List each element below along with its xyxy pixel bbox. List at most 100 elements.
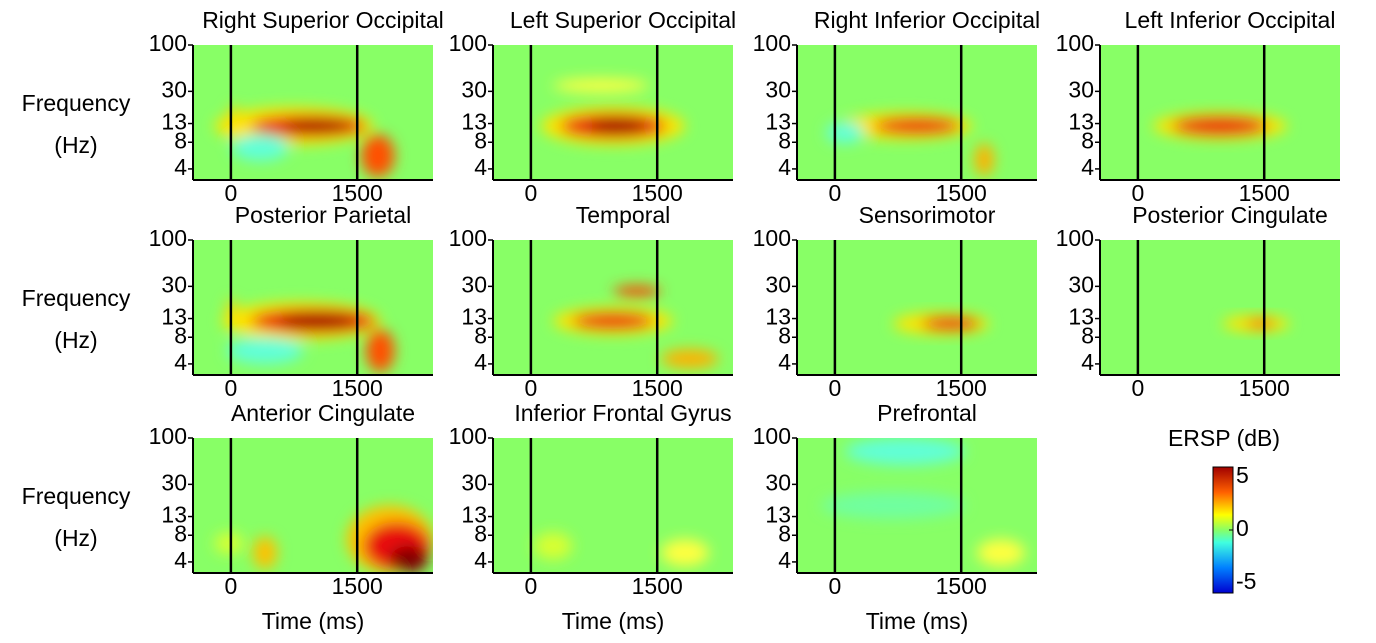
heatmap-blobs xyxy=(214,505,433,573)
x-axis-label: Time (ms) xyxy=(866,608,969,634)
power-blob xyxy=(589,117,647,135)
power-blob xyxy=(613,285,661,297)
x-tick-label: 0 xyxy=(224,573,237,599)
y-tick-label: 30 xyxy=(161,271,187,297)
y-tick-label: 100 xyxy=(753,423,791,449)
x-tick-label: 0 xyxy=(524,375,537,401)
y-tick-label: 4 xyxy=(1081,349,1094,375)
y-tick-label: 4 xyxy=(474,154,487,180)
heatmap xyxy=(1100,45,1340,180)
y-tick-label: 13 xyxy=(765,304,791,330)
power-blob xyxy=(389,546,429,573)
heatmap xyxy=(193,438,433,573)
y-tick-label: 4 xyxy=(174,349,187,375)
y-tick-label: 4 xyxy=(474,547,487,573)
x-tick-label: 1500 xyxy=(1239,375,1290,401)
power-blob xyxy=(226,337,304,365)
heatmap-bg xyxy=(797,240,1037,375)
x-tick-label: 0 xyxy=(524,180,537,206)
heatmap xyxy=(493,438,733,573)
power-blob xyxy=(825,121,865,144)
heatmap-blobs xyxy=(1222,315,1290,332)
y-tick-label: 8 xyxy=(174,322,187,348)
x-tick-label: 1500 xyxy=(632,375,683,401)
y-tick-label: 13 xyxy=(161,109,187,135)
heatmap-blobs xyxy=(533,532,709,567)
heatmap-blobs xyxy=(541,78,685,145)
y-tick-label: 30 xyxy=(765,271,791,297)
y-tick-label: 100 xyxy=(449,30,487,56)
y-axis-label: (Hz) xyxy=(54,132,97,158)
colorbar-tick-label: 5 xyxy=(1236,462,1249,488)
power-blob xyxy=(1172,116,1268,136)
heatmap-blobs xyxy=(893,312,989,335)
heatmap xyxy=(493,240,733,375)
y-axis-label: (Hz) xyxy=(54,327,97,353)
power-blob xyxy=(1246,319,1276,328)
heatmap-bg xyxy=(1100,240,1340,375)
colorbar-label: ERSP (dB) xyxy=(1168,425,1280,451)
heatmap xyxy=(193,240,433,375)
power-blob xyxy=(661,539,709,567)
y-tick-label: 8 xyxy=(1081,127,1094,153)
y-tick-label: 30 xyxy=(1068,271,1094,297)
power-blob xyxy=(974,143,994,176)
x-tick-label: 1500 xyxy=(936,573,987,599)
x-tick-label: 1500 xyxy=(1239,180,1290,206)
y-tick-label: 30 xyxy=(461,76,487,102)
heatmap-blobs xyxy=(221,299,395,373)
power-blob xyxy=(231,134,289,162)
y-tick-label: 8 xyxy=(174,520,187,546)
y-tick-label: 8 xyxy=(778,322,791,348)
y-tick-label: 4 xyxy=(174,547,187,573)
x-tick-label: 0 xyxy=(828,375,841,401)
y-tick-label: 100 xyxy=(449,225,487,251)
panel-title: Posterior Cingulate xyxy=(1132,202,1328,228)
x-tick-label: 1500 xyxy=(332,375,383,401)
power-blob xyxy=(977,539,1025,567)
power-blob xyxy=(361,134,395,178)
power-blob xyxy=(921,316,980,331)
y-tick-label: 100 xyxy=(1056,225,1094,251)
y-tick-label: 13 xyxy=(461,304,487,330)
power-blob xyxy=(214,532,244,555)
y-axis-label: Frequency xyxy=(22,285,131,311)
y-tick-label: 8 xyxy=(474,322,487,348)
y-tick-label: 13 xyxy=(161,304,187,330)
x-tick-label: 1500 xyxy=(936,375,987,401)
panel-title: Temporal xyxy=(576,202,671,228)
panel-title: Posterior Parietal xyxy=(235,202,411,228)
y-tick-label: 30 xyxy=(765,76,791,102)
power-blob xyxy=(533,532,573,560)
heatmap xyxy=(193,45,433,180)
y-tick-label: 8 xyxy=(474,127,487,153)
y-tick-label: 100 xyxy=(753,30,791,56)
panel-title: Left Inferior Occipital xyxy=(1125,7,1336,33)
power-blob xyxy=(845,438,965,465)
y-tick-label: 8 xyxy=(474,520,487,546)
power-blob xyxy=(661,349,719,369)
y-tick-label: 4 xyxy=(778,349,791,375)
x-axis-label: Time (ms) xyxy=(262,608,365,634)
panel-title: Right Superior Occipital xyxy=(202,7,444,33)
heatmap-bg xyxy=(797,45,1037,180)
heatmap xyxy=(1100,240,1340,375)
y-tick-label: 13 xyxy=(1068,304,1094,330)
panel-title: Prefrontal xyxy=(877,400,977,426)
y-axis-label: Frequency xyxy=(22,90,131,116)
x-tick-label: 0 xyxy=(524,573,537,599)
x-tick-label: 0 xyxy=(828,573,841,599)
y-tick-label: 13 xyxy=(161,502,187,528)
y-tick-label: 4 xyxy=(778,547,791,573)
power-blob xyxy=(873,117,961,135)
y-tick-label: 30 xyxy=(461,271,487,297)
y-tick-label: 8 xyxy=(778,127,791,153)
panel-title: Sensorimotor xyxy=(859,202,996,228)
panel-title: Left Superior Occipital xyxy=(510,7,736,33)
x-tick-label: 0 xyxy=(1131,180,1144,206)
colorbar-tick-label: -5 xyxy=(1236,568,1256,594)
heatmap xyxy=(797,45,1037,180)
y-tick-label: 4 xyxy=(174,154,187,180)
y-axis-label: (Hz) xyxy=(54,525,97,551)
